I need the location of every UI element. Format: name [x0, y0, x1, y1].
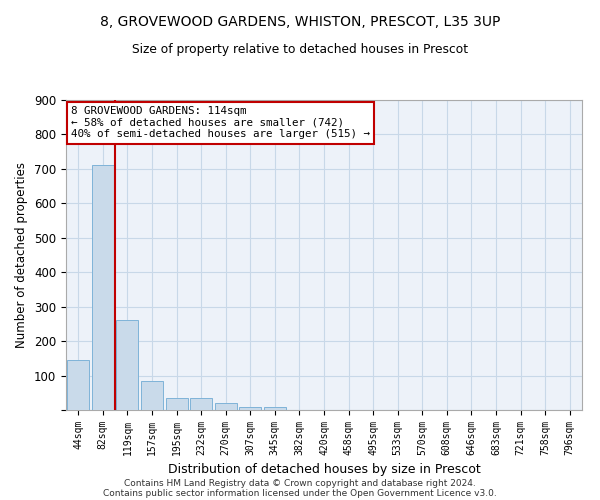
Bar [67, 360, 89, 410]
Text: 8 GROVEWOOD GARDENS: 114sqm
← 58% of detached houses are smaller (742)
40% of se: 8 GROVEWOOD GARDENS: 114sqm ← 58% of det… [71, 106, 370, 140]
Bar [215, 403, 237, 410]
X-axis label: Distribution of detached houses by size in Prescot: Distribution of detached houses by size … [167, 464, 481, 476]
Bar [116, 320, 139, 410]
Bar [166, 398, 188, 410]
Bar [92, 166, 114, 410]
Text: Contains public sector information licensed under the Open Government Licence v3: Contains public sector information licen… [103, 488, 497, 498]
Bar [141, 380, 163, 410]
Bar [239, 406, 262, 410]
Y-axis label: Number of detached properties: Number of detached properties [16, 162, 28, 348]
Text: Contains HM Land Registry data © Crown copyright and database right 2024.: Contains HM Land Registry data © Crown c… [124, 478, 476, 488]
Text: 8, GROVEWOOD GARDENS, WHISTON, PRESCOT, L35 3UP: 8, GROVEWOOD GARDENS, WHISTON, PRESCOT, … [100, 15, 500, 29]
Bar [264, 406, 286, 410]
Text: Size of property relative to detached houses in Prescot: Size of property relative to detached ho… [132, 42, 468, 56]
Bar [190, 398, 212, 410]
